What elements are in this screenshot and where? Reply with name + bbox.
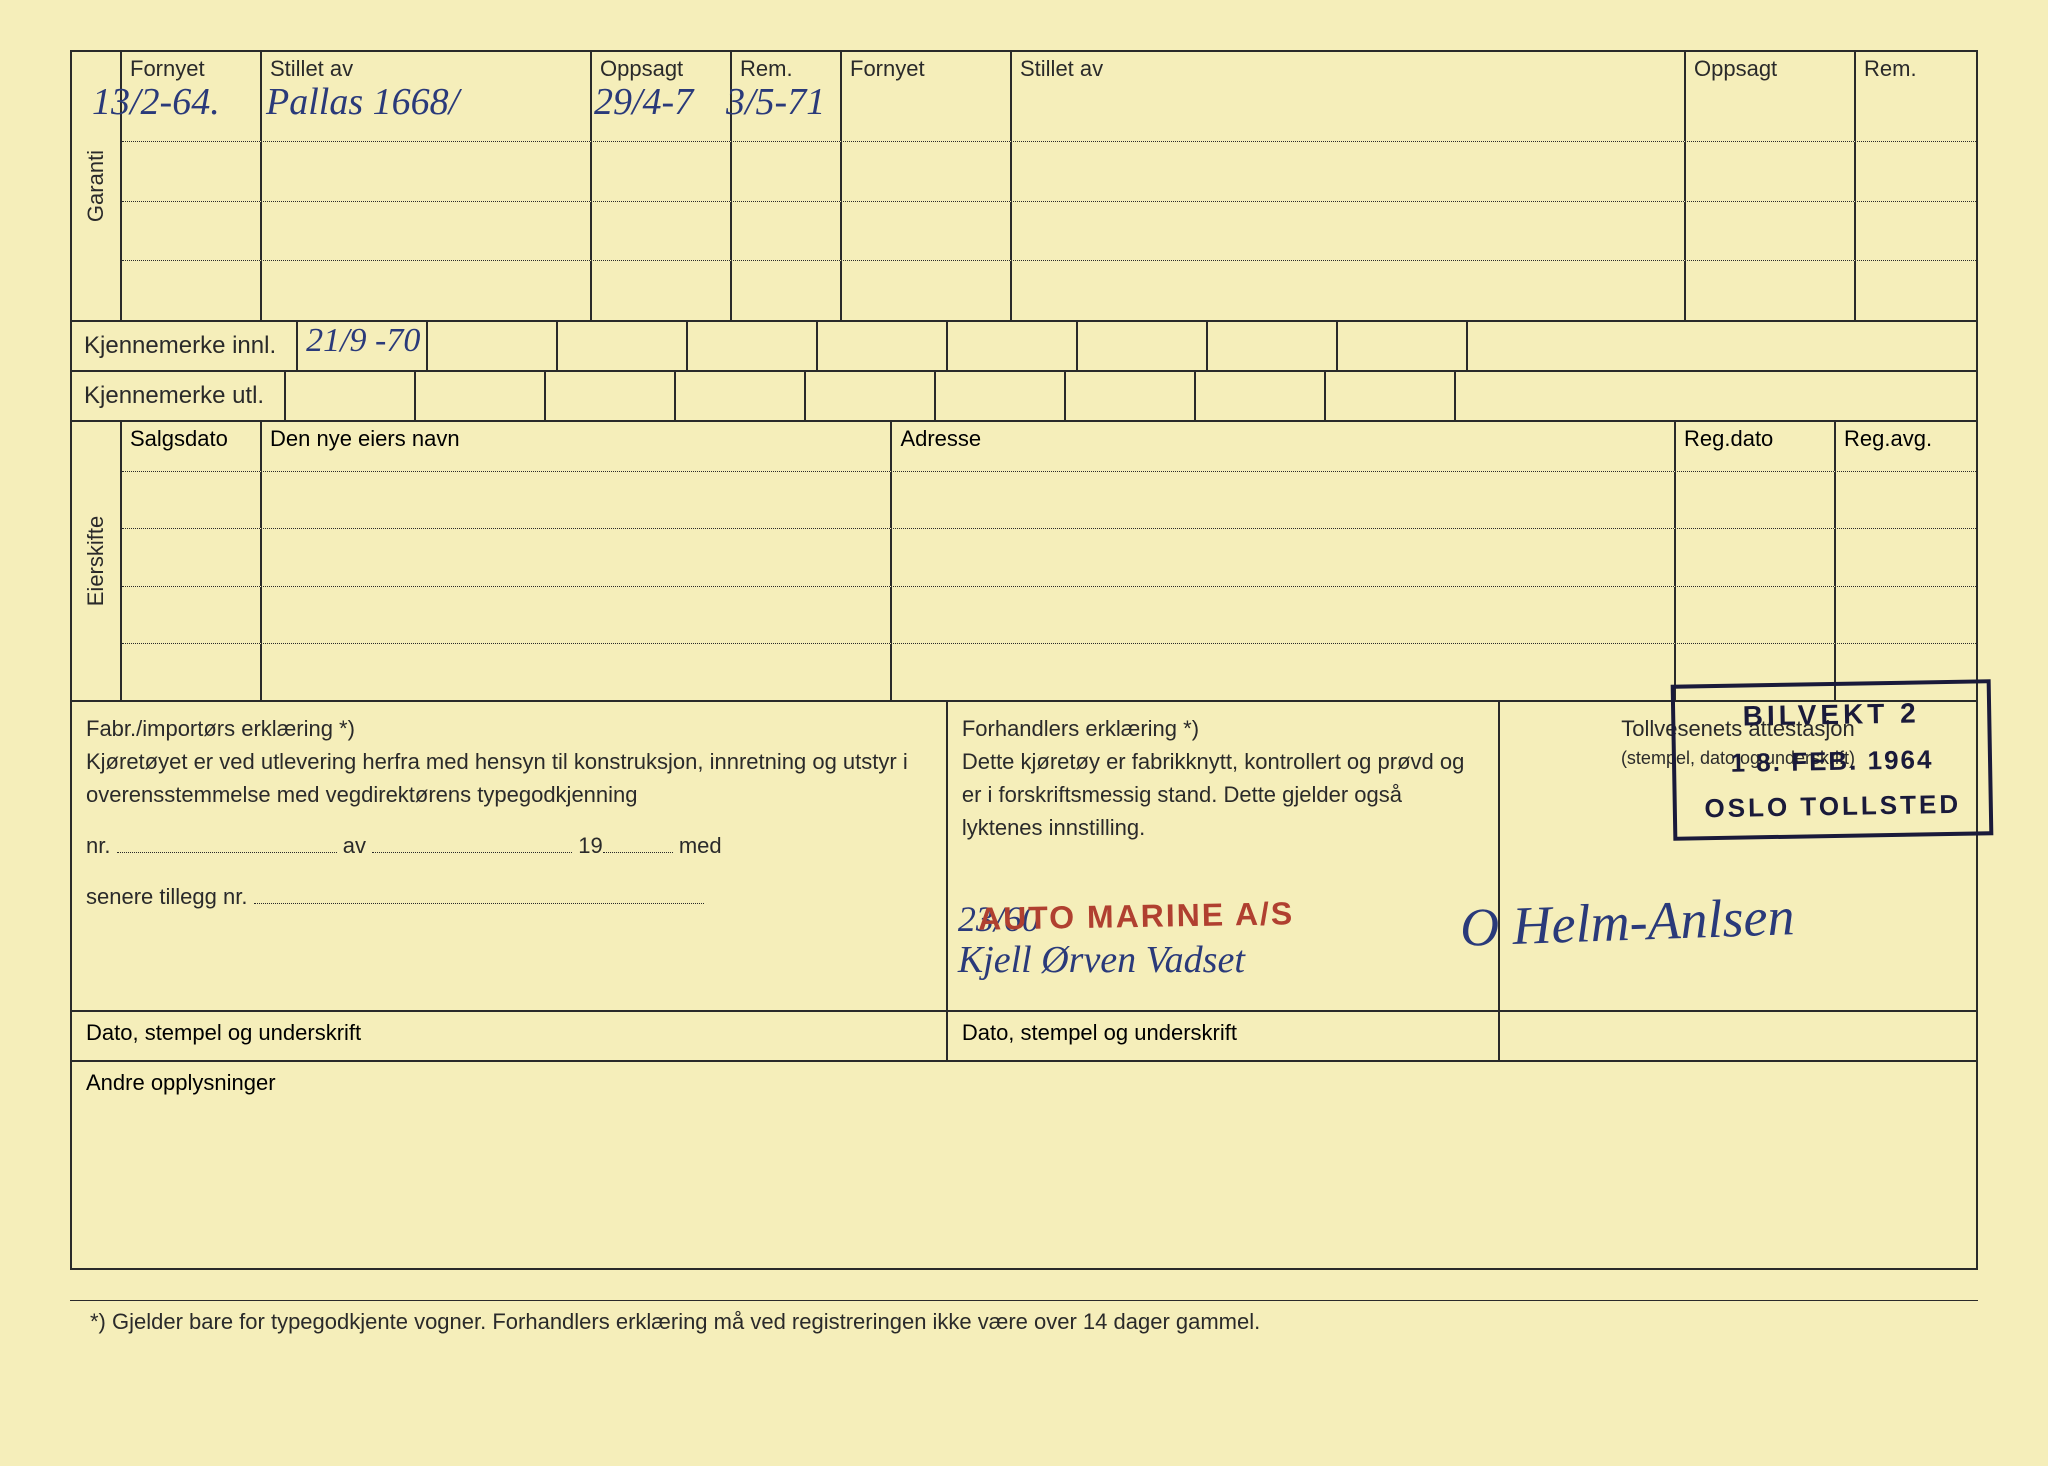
form-container: Garanti Fornyet 13/2-64. Stillet av Pall…	[70, 50, 1978, 1270]
col-navn: Den nye eiers navn	[262, 422, 892, 471]
year-label: 19	[578, 833, 602, 858]
col-fornyet: Fornyet 13/2-64.	[122, 52, 262, 141]
forh-title: Forhandlers erklæring *)	[962, 712, 1484, 745]
garanti-row	[122, 261, 1976, 320]
forh-erklaering: Forhandlers erklæring *) Dette kjøretøy …	[948, 702, 1500, 1010]
stamp-bilvekt: BILVEKT 2 1 8. FEB. 1964 OSLO TOLLSTED	[1671, 679, 1994, 841]
col-stillet: Stillet av Pallas 1668/	[262, 52, 592, 141]
stamp-bilvekt-text: BILVEKT 2	[1691, 692, 1972, 739]
hw-rem: 3/5-71	[726, 80, 825, 124]
col-rem: Rem. 3/5-71	[732, 52, 842, 141]
col-rem2: Rem.	[1856, 52, 1976, 141]
kjennemerke-innl-section: Kjennemerke innl. 21/9 -70	[72, 322, 1976, 372]
hw-oppsagt: 29/4-7	[594, 80, 693, 124]
hw-fornyet: 13/2-64.	[92, 80, 220, 124]
garanti-row	[122, 202, 1976, 262]
fabr-text: Kjøretøyet er ved utlevering herfra med …	[86, 745, 932, 811]
garanti-section: Garanti Fornyet 13/2-64. Stillet av Pall…	[72, 52, 1976, 322]
andre-label: Andre opplysninger	[86, 1070, 276, 1095]
document-page: Garanti Fornyet 13/2-64. Stillet av Pall…	[0, 0, 2048, 1466]
kj-cell: 21/9 -70	[296, 322, 426, 370]
eier-row	[122, 529, 1976, 586]
garanti-header-row: Fornyet 13/2-64. Stillet av Pallas 1668/…	[122, 52, 1976, 142]
av-label: av	[343, 833, 366, 858]
eierskifte-section: Eierskifte Salgsdato Den nye eiers navn …	[72, 422, 1976, 702]
nr-label: nr.	[86, 833, 110, 858]
toll-attestasjon: Tollvesenets attestasjon (stempel, dato …	[1500, 702, 1976, 1010]
hw-forh2: Kjell Ørven Vadset	[958, 932, 1245, 989]
stamp-date: 1 8. FEB. 1964	[1692, 740, 1973, 784]
eier-row	[122, 587, 1976, 644]
col-oppsagt2: Oppsagt	[1686, 52, 1856, 141]
garanti-row	[122, 142, 1976, 202]
garanti-label: Garanti	[83, 150, 109, 222]
col-salgsdato: Salgsdato	[122, 422, 262, 471]
med-label: med	[679, 833, 722, 858]
col-fornyet2: Fornyet	[842, 52, 1012, 141]
hw-kj-innl: 21/9 -70	[306, 322, 420, 360]
forh-text: Dette kjøretøy er fabrikknytt, kontrolle…	[962, 745, 1484, 844]
col-stillet2: Stillet av	[1012, 52, 1686, 141]
eier-header: Salgsdato Den nye eiers navn Adresse Reg…	[122, 422, 1976, 472]
hw-stillet: Pallas 1668/	[266, 80, 459, 124]
eier-grid: Salgsdato Den nye eiers navn Adresse Reg…	[122, 422, 1976, 700]
col-regavg: Reg.avg.	[1836, 422, 1976, 471]
dato-cell-3	[1500, 1012, 1976, 1060]
footnote: *) Gjelder bare for typegodkjente vogner…	[70, 1300, 1978, 1335]
dato-row: Dato, stempel og underskrift Dato, stemp…	[72, 1012, 1976, 1062]
andre-section: Andre opplysninger	[72, 1062, 1976, 1262]
col-regdato: Reg.dato	[1676, 422, 1836, 471]
eier-row	[122, 472, 1976, 529]
col-oppsagt: Oppsagt 29/4-7	[592, 52, 732, 141]
kjennemerke-utl-section: Kjennemerke utl.	[72, 372, 1976, 422]
fabr-title: Fabr./importørs erklæring *)	[86, 712, 932, 745]
erklaering-section: Fabr./importørs erklæring *) Kjøretøyet …	[72, 702, 1976, 1012]
kj-innl-grid: 21/9 -70	[296, 322, 1976, 370]
dato-cell-1: Dato, stempel og underskrift	[72, 1012, 948, 1060]
eier-label: Eierskifte	[83, 516, 109, 606]
dato-cell-2: Dato, stempel og underskrift	[948, 1012, 1500, 1060]
kj-utl-grid	[284, 372, 1976, 420]
fabr-erklaering: Fabr./importørs erklæring *) Kjøretøyet …	[72, 702, 948, 1010]
col-adresse: Adresse	[892, 422, 1676, 471]
kj-utl-label: Kjennemerke utl.	[84, 382, 264, 410]
stamp-oslo: OSLO TOLLSTED	[1692, 785, 1973, 829]
garanti-grid: Fornyet 13/2-64. Stillet av Pallas 1668/…	[122, 52, 1976, 320]
signature-toll: O Helm-Anlsen	[1459, 876, 1796, 969]
kj-innl-label: Kjennemerke innl.	[84, 332, 276, 360]
eier-vert-label: Eierskifte	[72, 422, 122, 700]
tillegg-label: senere tillegg nr.	[86, 884, 247, 909]
